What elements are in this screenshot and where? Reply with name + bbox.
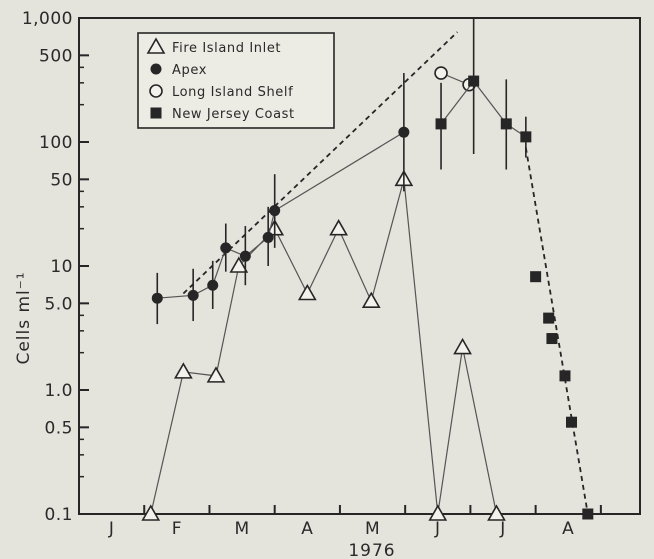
- series-line: [157, 131, 405, 299]
- point-circle-filled: [220, 242, 232, 254]
- point-square-filled: [530, 271, 542, 283]
- point-circle-filled: [398, 126, 410, 138]
- point-circle-filled: [151, 292, 163, 304]
- point-circle-open: [149, 84, 163, 98]
- point-triangle: [146, 37, 166, 54]
- x-tick-label: J: [434, 519, 441, 539]
- x-tick-label: A: [301, 519, 313, 539]
- point-triangle: [428, 504, 448, 521]
- point-circle-open: [434, 66, 448, 80]
- legend-box: [137, 32, 335, 129]
- data-series: [141, 18, 594, 521]
- legend: Fire Island Inlet Apex Long Island Shelf Ne…: [137, 32, 335, 129]
- y-tick-label: 0.1: [44, 505, 73, 525]
- point-triangle: [141, 504, 161, 521]
- x-tick-label: J: [499, 519, 506, 539]
- point-triangle: [487, 504, 506, 521]
- point-square-filled: [543, 312, 555, 324]
- y-tick-label: 1.0: [44, 381, 73, 401]
- point-circle-filled: [262, 231, 274, 243]
- point-circle-filled: [150, 63, 162, 75]
- point-circle-filled: [207, 279, 219, 291]
- point-square-filled: [435, 118, 447, 130]
- y-tick-label: 500: [39, 46, 73, 66]
- legend-label: New Jersey Coast: [172, 107, 295, 122]
- point-triangle: [229, 256, 249, 273]
- x-tick-label: F: [172, 519, 182, 539]
- point-triangle: [329, 219, 349, 236]
- point-triangle: [297, 283, 317, 301]
- point-square-filled: [582, 508, 594, 520]
- point-square-filled: [468, 75, 480, 87]
- point-square-filled: [559, 370, 571, 382]
- point-triangle: [173, 362, 193, 379]
- point-square-filled: [566, 416, 578, 428]
- point-circle-filled: [187, 289, 199, 301]
- x-tick-label: M: [234, 519, 249, 539]
- legend-label: Long Island Shelf: [172, 85, 293, 100]
- legend-label: Fire Island Inlet: [172, 41, 281, 56]
- x-tick-label: M: [365, 519, 380, 539]
- point-square-filled: [520, 131, 532, 143]
- y-axis-title: Cells ml⁻¹: [14, 271, 34, 364]
- y-tick-label: 100: [39, 133, 73, 153]
- series-unlabeled-4: [530, 271, 594, 520]
- series-line: [440, 80, 527, 138]
- y-tick-label: 50: [50, 170, 73, 190]
- point-triangle: [206, 366, 226, 383]
- point-square-filled: [500, 118, 512, 130]
- y-axis: 1,000 500 100 50 10 5.0 1.0 0.5 0.1: [22, 9, 89, 525]
- x-axis-title: 1976: [348, 541, 395, 559]
- point-circle-filled: [269, 205, 281, 217]
- point-circle-filled: [239, 250, 251, 262]
- point-square-filled: [546, 333, 558, 345]
- series-apex: [151, 73, 410, 325]
- series-fire-island-inlet: [141, 169, 506, 521]
- y-tick-label: 1,000: [22, 9, 73, 29]
- point-triangle: [453, 337, 472, 355]
- legend-label: Apex: [172, 63, 207, 78]
- series-new-jersey-coast: [435, 18, 532, 170]
- y-tick-label: 10: [50, 257, 73, 277]
- trend-line: [524, 147, 589, 515]
- y-tick-label: 5.0: [44, 294, 73, 314]
- x-tick-label: A: [562, 519, 574, 539]
- y-tick-label: 0.5: [44, 418, 73, 438]
- point-triangle: [361, 291, 381, 309]
- series-line: [150, 179, 498, 515]
- point-square-filled: [150, 107, 162, 119]
- x-tick-label: J: [108, 519, 115, 539]
